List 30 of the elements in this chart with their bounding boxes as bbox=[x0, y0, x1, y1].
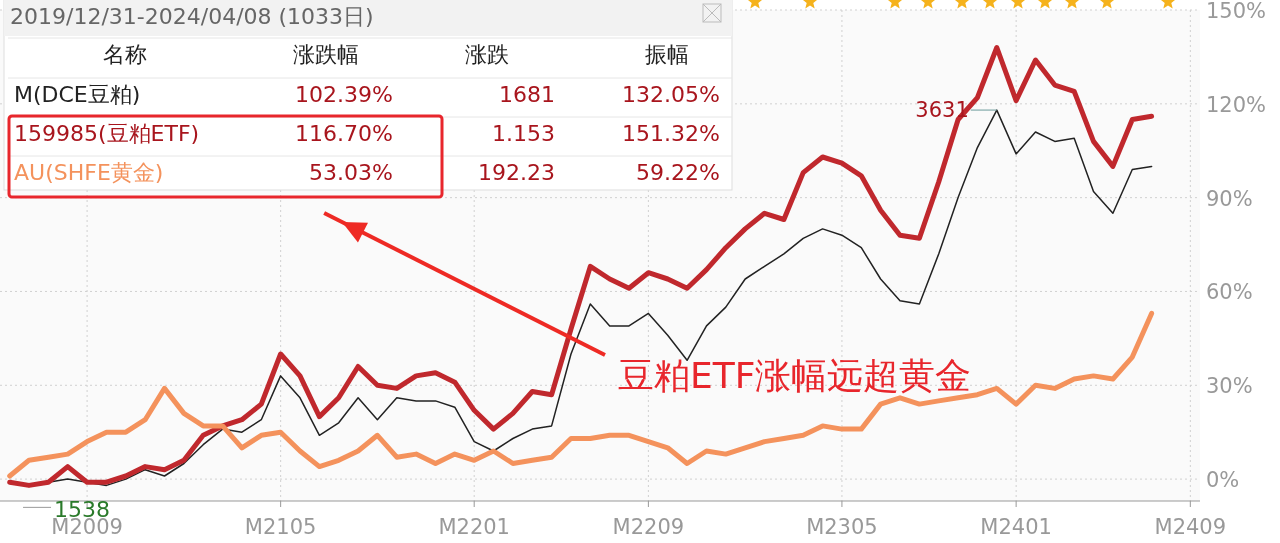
annotation: 1.153 bbox=[492, 121, 555, 146]
annotation: 振幅 bbox=[645, 42, 689, 67]
x-tick-label: M2105 bbox=[244, 515, 317, 539]
annotation: 53.03% bbox=[309, 160, 393, 185]
x-tick-label: M2201 bbox=[438, 515, 510, 539]
annotation: 192.23 bbox=[478, 160, 555, 185]
annotation: 涨跌幅 bbox=[293, 42, 359, 67]
legend-title: 2019/12/31-2024/04/08 (1033日) bbox=[10, 4, 374, 29]
y-tick-label: 150% bbox=[1206, 0, 1267, 23]
annotation: 151.32% bbox=[622, 121, 720, 146]
y-tick-label: 60% bbox=[1206, 280, 1253, 305]
y-tick-label: 0% bbox=[1206, 468, 1240, 493]
text: 159985(豆粕ETF) bbox=[14, 121, 200, 146]
annotation: 102.39% bbox=[295, 82, 393, 107]
y-tick-label: 120% bbox=[1206, 92, 1267, 117]
annotation: 豆粕ETF涨幅远超黄金 bbox=[618, 355, 972, 396]
annotation: 116.70% bbox=[295, 121, 393, 146]
annotation: 1681 bbox=[499, 82, 555, 107]
text: M(DCE豆粕) bbox=[14, 82, 141, 107]
x-tick-label: M2401 bbox=[980, 515, 1052, 539]
annotation: 名称 bbox=[103, 42, 147, 67]
annotation: 59.22% bbox=[636, 160, 720, 185]
y-tick-label: 90% bbox=[1206, 186, 1253, 211]
annotation: 涨跌 bbox=[465, 42, 509, 67]
y-tick-label: 30% bbox=[1206, 374, 1253, 399]
x-tick-label: M2305 bbox=[806, 515, 878, 539]
x-tick-label: M2209 bbox=[612, 515, 685, 539]
text: AU(SHFE黄金) bbox=[14, 160, 164, 185]
annotation: 132.05% bbox=[622, 82, 720, 107]
x-tick-label: M2409 bbox=[1154, 515, 1227, 539]
